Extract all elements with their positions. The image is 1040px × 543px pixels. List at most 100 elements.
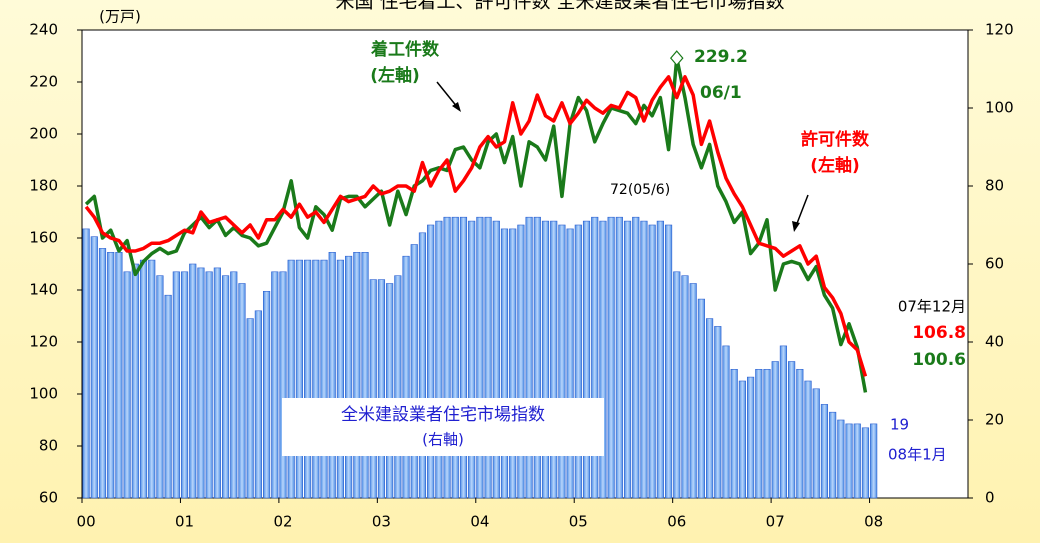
y2-tick-label: 120: [985, 21, 1014, 39]
bar: [517, 224, 525, 499]
bar: [115, 252, 123, 499]
y-unit: (万戸): [99, 8, 141, 26]
bar: [451, 216, 459, 499]
bar: [853, 423, 861, 499]
bar: [148, 259, 156, 499]
annotation: 19: [890, 416, 909, 434]
bar: [369, 279, 377, 499]
bar: [804, 380, 812, 499]
bar: [320, 259, 328, 499]
bar: [673, 271, 681, 499]
bar: [246, 318, 254, 499]
x-tick-label: 04: [470, 513, 489, 531]
y2-tick-label: 20: [985, 411, 1004, 429]
x-tick-label: 00: [77, 513, 96, 531]
bar: [476, 216, 484, 499]
annotation: 100.6: [912, 350, 966, 370]
bar: [254, 310, 262, 499]
bar: [492, 220, 500, 499]
bar: [221, 275, 230, 499]
bar: [829, 411, 837, 499]
bar: [410, 244, 418, 499]
bar: [771, 361, 779, 499]
y-tick-label: 160: [29, 229, 58, 247]
bar: [648, 224, 656, 499]
bar: [541, 220, 550, 499]
y2-tick-label: 0: [985, 489, 995, 507]
x-tick-label: 08: [864, 513, 883, 531]
bar: [656, 220, 664, 499]
bar: [632, 216, 640, 499]
bar: [90, 236, 98, 499]
bar: [558, 224, 566, 499]
y-tick-label: 240: [29, 21, 58, 39]
bar: [418, 232, 427, 499]
y-tick-label: 140: [29, 281, 58, 299]
bar: [107, 252, 115, 499]
bar: [484, 216, 492, 499]
bar: [796, 368, 804, 499]
x-tick-label: 07: [766, 513, 785, 531]
bar: [664, 224, 673, 499]
bar: [500, 228, 509, 499]
bar: [189, 263, 197, 499]
bar: [98, 248, 107, 499]
y2-tick-label: 80: [985, 177, 1004, 195]
bar: [812, 388, 820, 499]
bar: [402, 255, 410, 499]
bar: [312, 259, 320, 499]
bar: [230, 271, 238, 499]
y-tick-label: 100: [29, 385, 58, 403]
peak-marker: [669, 50, 684, 67]
bar: [623, 220, 632, 499]
bar: [509, 228, 517, 499]
y-tick-label: 180: [29, 177, 58, 195]
arrow: [795, 194, 809, 227]
line: [84, 75, 868, 377]
bar: [582, 220, 591, 499]
bar: [533, 216, 541, 499]
bar: [82, 228, 90, 499]
bar: [788, 361, 796, 499]
arrow-head: [452, 102, 461, 112]
bar: [837, 419, 845, 499]
legend-label: (右軸): [422, 431, 464, 449]
bar: [164, 294, 172, 499]
bar: [779, 345, 787, 499]
bar: [435, 220, 443, 499]
bar: [870, 423, 878, 499]
bar: [525, 216, 533, 499]
annotation: 72(05/6): [610, 182, 670, 198]
arrow: [436, 81, 459, 109]
annotation: 07年12月: [898, 298, 966, 316]
y2-tick-label: 40: [985, 333, 1004, 351]
bar: [574, 224, 582, 499]
bar: [722, 345, 730, 499]
bar: [353, 252, 361, 499]
bar: [640, 220, 648, 499]
bar: [706, 318, 714, 499]
bar: [820, 404, 829, 499]
legend-label: 着工件数: [370, 39, 440, 60]
y-tick-label: 200: [29, 125, 58, 143]
bar: [172, 271, 180, 499]
bar: [336, 259, 344, 499]
y2-tick-label: 60: [985, 255, 1004, 273]
x-tick-label: 01: [175, 513, 194, 531]
bar: [591, 216, 599, 499]
bar: [238, 283, 246, 499]
annotation: 229.2: [694, 47, 748, 67]
bar: [607, 216, 615, 499]
bar: [845, 423, 853, 499]
y-tick-label: 120: [29, 333, 58, 351]
annotation: 106.8: [912, 323, 966, 343]
bar: [468, 220, 476, 499]
bar: [180, 271, 189, 499]
x-tick-label: 03: [372, 513, 391, 531]
bar: [427, 224, 435, 499]
bar: [697, 298, 705, 499]
bar: [386, 283, 394, 499]
bar: [550, 220, 558, 499]
bar: [156, 275, 164, 499]
legend-box: [282, 398, 604, 456]
